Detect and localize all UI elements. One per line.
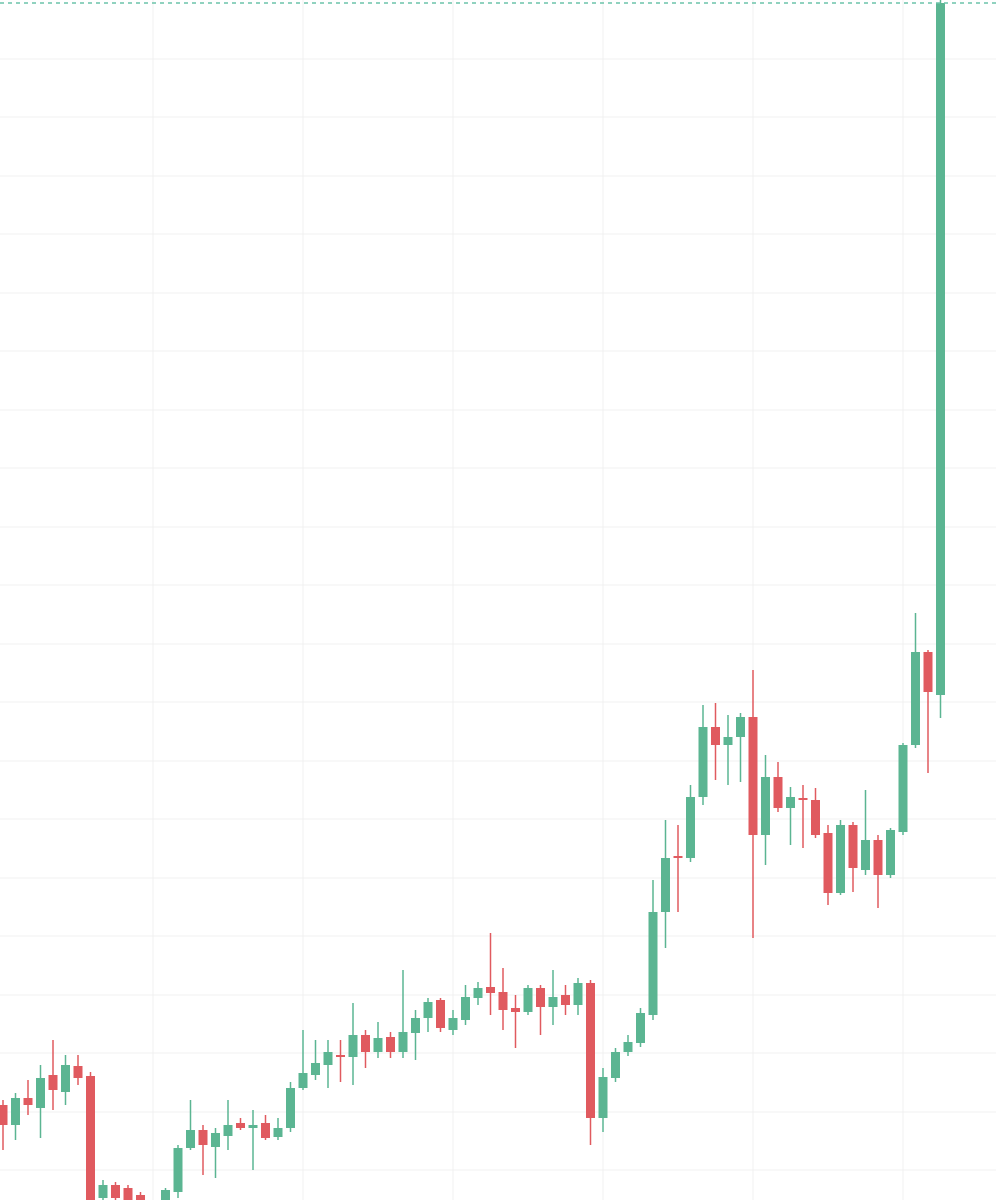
candle-body xyxy=(23,1098,33,1105)
candle-body xyxy=(436,1000,445,1028)
candle-body xyxy=(748,717,758,835)
candle-body xyxy=(598,1077,608,1118)
candle-body xyxy=(161,1190,170,1200)
candle-body xyxy=(636,1013,645,1043)
candle-body xyxy=(673,856,683,858)
candle-body xyxy=(936,3,945,695)
candle-body xyxy=(123,1188,133,1200)
candle-body xyxy=(461,997,470,1020)
candle-body xyxy=(223,1125,233,1136)
candle-body xyxy=(348,1035,358,1057)
candle-body xyxy=(361,1035,370,1052)
candle-body xyxy=(173,1148,183,1192)
candle-body xyxy=(48,1075,58,1090)
candle-body xyxy=(848,825,858,868)
candle-body xyxy=(261,1123,270,1138)
candle-body xyxy=(923,652,933,692)
candle-body xyxy=(448,1018,458,1030)
candle-body xyxy=(548,997,558,1007)
candle-body xyxy=(311,1063,320,1075)
candle-body xyxy=(73,1066,83,1078)
candle-body xyxy=(273,1128,283,1137)
candle-body xyxy=(773,777,783,808)
candle-body xyxy=(423,1002,433,1018)
candle-body xyxy=(111,1185,120,1198)
candle-body xyxy=(61,1065,70,1092)
candle-body xyxy=(98,1185,108,1198)
candle-body xyxy=(761,777,770,835)
candle-body xyxy=(298,1073,308,1088)
candle-body xyxy=(186,1130,195,1148)
candle-body xyxy=(886,830,895,875)
candle-body xyxy=(836,825,845,893)
candle-body xyxy=(736,717,745,737)
candle-body xyxy=(723,737,733,745)
candle-body xyxy=(411,1018,420,1033)
candle-body xyxy=(561,995,570,1005)
candle-body xyxy=(823,833,833,893)
candle-body xyxy=(11,1098,20,1125)
candle-body xyxy=(611,1052,620,1078)
candle-body xyxy=(798,798,808,800)
candle-body xyxy=(323,1052,333,1065)
candle-body xyxy=(698,727,708,797)
candle-body xyxy=(373,1038,383,1052)
candle-body xyxy=(36,1078,45,1108)
candle-body xyxy=(386,1037,395,1052)
candle-body xyxy=(711,727,720,745)
candle-body xyxy=(136,1195,145,1200)
candle-body xyxy=(0,1105,8,1125)
candle-body xyxy=(286,1088,295,1128)
candle-body xyxy=(911,652,920,745)
candle-body xyxy=(398,1032,408,1052)
candle-body xyxy=(648,912,658,1015)
candle-body xyxy=(861,840,870,870)
candle-body xyxy=(786,797,795,808)
candle-body xyxy=(898,745,908,832)
candle-body xyxy=(336,1055,345,1057)
candle-body xyxy=(198,1130,208,1145)
candle-body xyxy=(586,983,595,1118)
candle-body xyxy=(511,1008,520,1012)
candle-body xyxy=(661,858,670,912)
candle-body xyxy=(498,992,508,1010)
candle-body xyxy=(248,1125,258,1128)
candle-body xyxy=(86,1076,95,1200)
candle-body xyxy=(573,983,583,1005)
candle-body xyxy=(873,840,883,875)
candle-body xyxy=(811,800,820,835)
candle-body xyxy=(686,797,695,858)
candle-body xyxy=(623,1042,633,1052)
candle-body xyxy=(486,987,495,993)
candle-body xyxy=(236,1123,245,1128)
candle-body xyxy=(536,988,545,1007)
candle-body xyxy=(523,988,533,1012)
candle-body xyxy=(473,988,483,998)
candle-body xyxy=(211,1133,220,1147)
